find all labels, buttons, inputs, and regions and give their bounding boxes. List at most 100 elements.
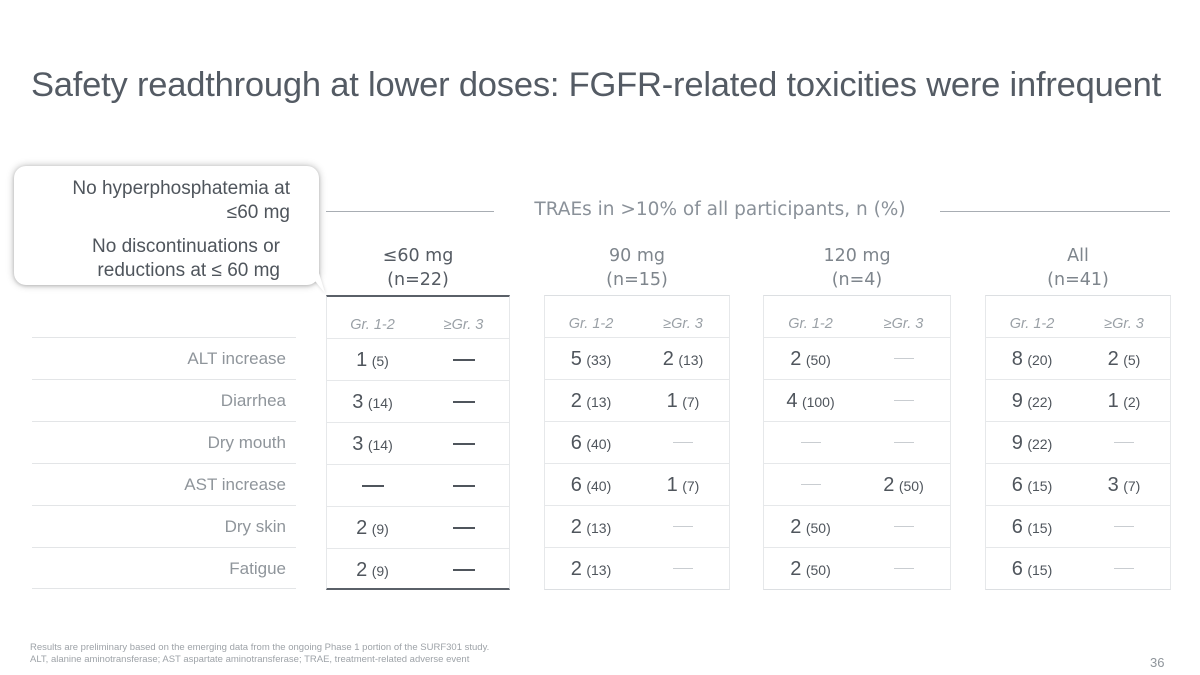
percent-value: (100) [801, 394, 835, 410]
dose-n: (n=15) [606, 270, 668, 290]
table-row: 9 (22) [986, 421, 1170, 463]
cell-grade-3-plus [418, 339, 509, 380]
table-row: 6 (40) 1 (7) [545, 463, 729, 505]
cell-grade-3-plus [1078, 422, 1170, 463]
cell-grade-1-2: 2 (50) [764, 506, 857, 547]
percent-value: (50) [805, 520, 831, 536]
count-value: 4 [786, 390, 798, 412]
count-value: 2 [883, 474, 895, 496]
cell-grade-1-2: 1 (5) [327, 339, 418, 380]
footnote-line-1: Results are preliminary based on the eme… [30, 642, 490, 653]
count-value: 6 [1011, 558, 1023, 580]
cell-grade-3-plus [418, 381, 509, 422]
dose-n: (n=41) [1047, 270, 1109, 290]
cell-grade-1-2: 8 (20) [986, 338, 1078, 379]
percent-value: (7) [682, 478, 700, 494]
em-dash-none [893, 442, 914, 444]
slide-title: Safety readthrough at lower doses: FGFR-… [31, 66, 1162, 104]
dose-label: 120 mg [823, 246, 891, 266]
em-dash-none [893, 358, 914, 360]
table-row [327, 464, 509, 506]
count-value: 3 [352, 391, 364, 413]
footnote: Results are preliminary based on the eme… [30, 642, 489, 666]
percent-value: (14) [367, 395, 393, 411]
cell-grade-1-2: 2 (13) [545, 380, 637, 421]
percent-value: (7) [1123, 478, 1141, 494]
table-row: 2 (13) [545, 547, 729, 589]
count-value: 2 [662, 348, 674, 370]
percent-value: (2) [1123, 394, 1141, 410]
count-value: 2 [790, 516, 802, 538]
count-value: 6 [1011, 474, 1023, 496]
count-value: 8 [1011, 348, 1023, 370]
cell-grade-1-2: 9 (22) [986, 422, 1078, 463]
grade-3-plus-header: ≥Gr. 3 [663, 316, 703, 332]
cell-grade-3-plus: 2 (5) [1078, 338, 1170, 379]
percent-value: (5) [371, 353, 389, 369]
row-label: Diarrhea [32, 379, 296, 421]
grade-1-2-header: Gr. 1-2 [350, 317, 395, 333]
dose-header-all: All (n=41) [985, 244, 1171, 292]
cell-grade-3-plus: 3 (7) [1078, 464, 1170, 505]
percent-value: (15) [1027, 520, 1053, 536]
dose-n: (n=22) [387, 270, 449, 290]
em-dash-none [452, 569, 475, 571]
percent-value: (13) [586, 520, 612, 536]
em-dash-none [452, 359, 475, 361]
count-value: 2 [356, 559, 368, 581]
percent-value: (50) [898, 478, 924, 494]
grade-subheader-row: Gr. 1-2 ≥Gr. 3 [545, 296, 729, 337]
cell-grade-1-2: 9 (22) [986, 380, 1078, 421]
em-dash-none [800, 442, 821, 444]
header-rule-right [940, 211, 1170, 212]
count-value: 6 [1011, 516, 1023, 538]
count-value: 1 [356, 349, 368, 371]
dose-label: ≤60 mg [382, 246, 454, 266]
percent-value: (5) [1123, 352, 1141, 368]
table-row: 2 (13) [545, 505, 729, 547]
count-value: 6 [570, 432, 582, 454]
cell-grade-3-plus: 1 (2) [1078, 380, 1170, 421]
count-value: 2 [790, 558, 802, 580]
table-row: 2 (9) [327, 548, 509, 590]
row-label: Dry mouth [32, 421, 296, 463]
count-value: 3 [1107, 474, 1119, 496]
dose-n: (n=4) [831, 270, 883, 290]
callout-tail-fill [290, 250, 325, 293]
table-row: 9 (22) 1 (2) [986, 379, 1170, 421]
grade-3-plus-header: ≥Gr. 3 [1104, 316, 1144, 332]
table-row: 3 (14) [327, 422, 509, 464]
cell-grade-1-2 [764, 422, 857, 463]
percent-value: (50) [805, 352, 831, 368]
cell-grade-3-plus: 2 (13) [637, 338, 729, 379]
count-value: 3 [352, 433, 364, 455]
em-dash-none [452, 401, 475, 403]
cell-grade-3-plus [857, 422, 950, 463]
table-row [764, 421, 950, 463]
percent-value: (22) [1027, 394, 1053, 410]
percent-value: (9) [371, 521, 389, 537]
percent-value: (50) [805, 562, 831, 578]
table-row: 6 (40) [545, 421, 729, 463]
grade-subheader-row: Gr. 1-2 ≥Gr. 3 [986, 296, 1170, 337]
count-value: 1 [666, 474, 678, 496]
cell-grade-3-plus [418, 465, 509, 506]
dose-header-120mg: 120 mg (n=4) [763, 244, 951, 292]
cell-grade-3-plus [857, 380, 950, 421]
table-row: 2 (50) [764, 463, 950, 505]
cell-grade-1-2 [327, 465, 418, 506]
percent-value: (13) [586, 562, 612, 578]
cell-grade-1-2: 5 (33) [545, 338, 637, 379]
grade-1-2-header: Gr. 1-2 [788, 316, 833, 332]
row-label: Dry skin [32, 505, 296, 547]
cell-grade-3-plus [857, 548, 950, 589]
cell-grade-3-plus: 1 (7) [637, 464, 729, 505]
percent-value: (40) [586, 436, 612, 452]
percent-value: (9) [371, 563, 389, 579]
table-row: 3 (14) [327, 380, 509, 422]
table-row: 2 (9) [327, 506, 509, 548]
grade-subheader-row: Gr. 1-2 ≥Gr. 3 [327, 297, 509, 338]
em-dash-none [452, 527, 475, 529]
em-dash-none [452, 443, 475, 445]
count-value: 2 [570, 558, 582, 580]
